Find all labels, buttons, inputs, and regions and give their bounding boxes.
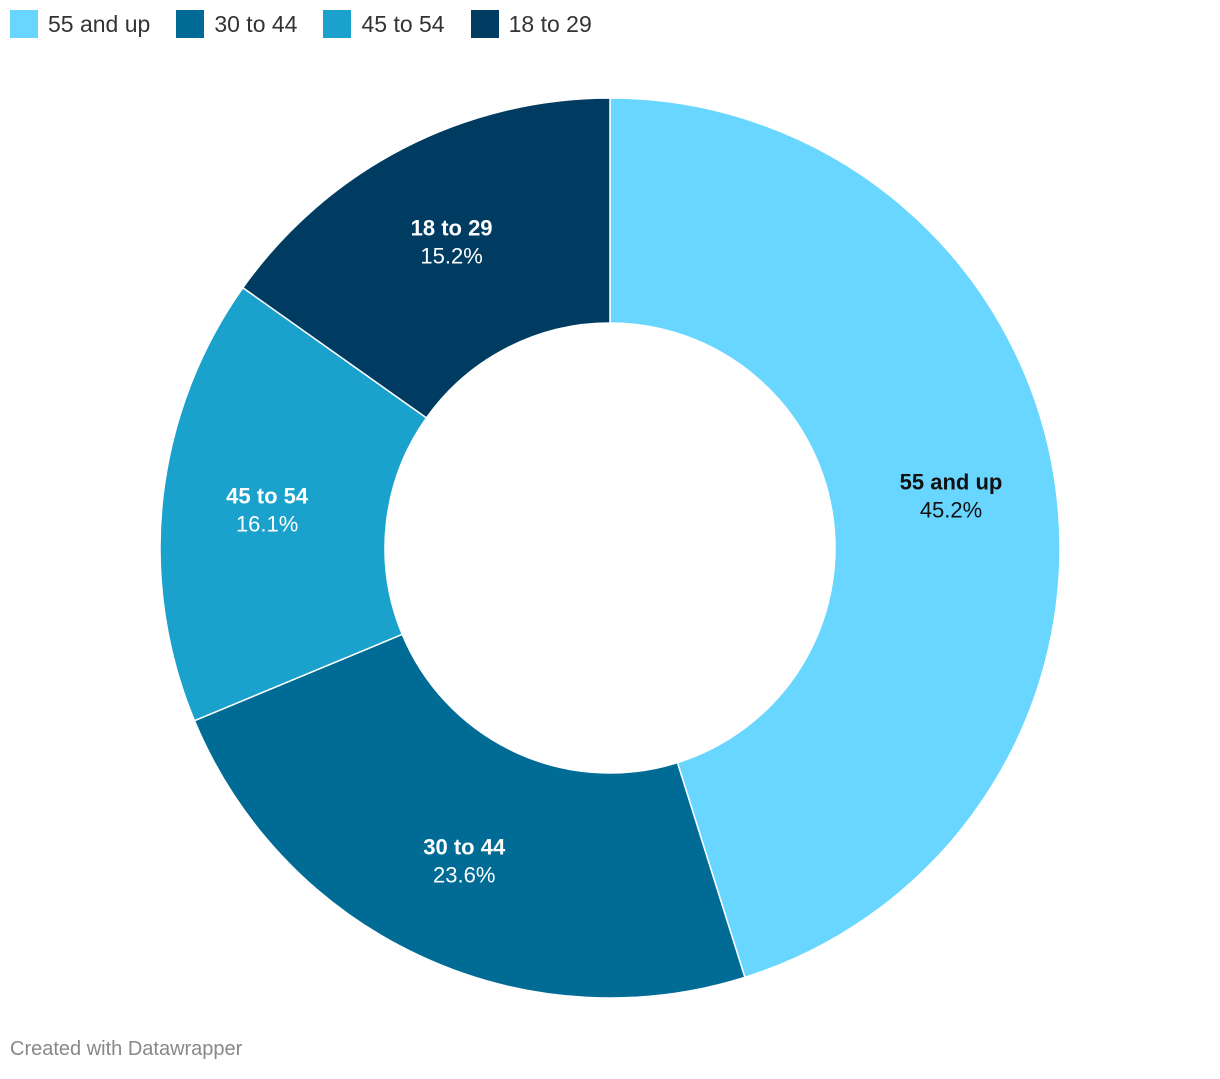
slice-label-name: 18 to 29	[411, 216, 493, 241]
legend-item-55-and-up: 55 and up	[10, 10, 150, 38]
legend-swatch	[10, 10, 38, 38]
legend-label: 55 and up	[48, 11, 151, 37]
legend-item-45-to-54: 45 to 54	[323, 10, 445, 38]
legend-swatch	[323, 10, 352, 38]
donut-slice-30-to-44	[193, 633, 746, 999]
slice-label-value: 45.2%	[920, 498, 982, 523]
donut-slice-55-and-up	[609, 97, 1061, 979]
legend-swatch	[176, 10, 205, 38]
slice-label-name: 45 to 54	[226, 484, 309, 509]
legend-swatch	[470, 10, 499, 38]
slice-label-name: 55 and up	[900, 470, 1003, 495]
legend-label: 18 to 29	[508, 11, 592, 37]
donut-slice-45-to-54	[159, 286, 428, 722]
footer-credit: Created with Datawrapper	[10, 1038, 243, 1060]
legend-label: 30 to 44	[214, 11, 298, 37]
slice-label-name: 30 to 44	[423, 835, 506, 860]
legend-item-30-to-44: 30 to 44	[176, 10, 297, 38]
slice-label-value: 16.1%	[236, 512, 298, 537]
legend-item-18-to-29: 18 to 29	[470, 10, 592, 38]
slice-label-value: 15.2%	[420, 244, 482, 269]
slice-label-value: 23.6%	[433, 863, 495, 888]
donut-slice-18-to-29	[241, 97, 611, 419]
chart-legend: 55 and up 30 to 44 45 to 54 18 to 29	[10, 10, 618, 38]
legend-label: 45 to 54	[361, 11, 445, 37]
